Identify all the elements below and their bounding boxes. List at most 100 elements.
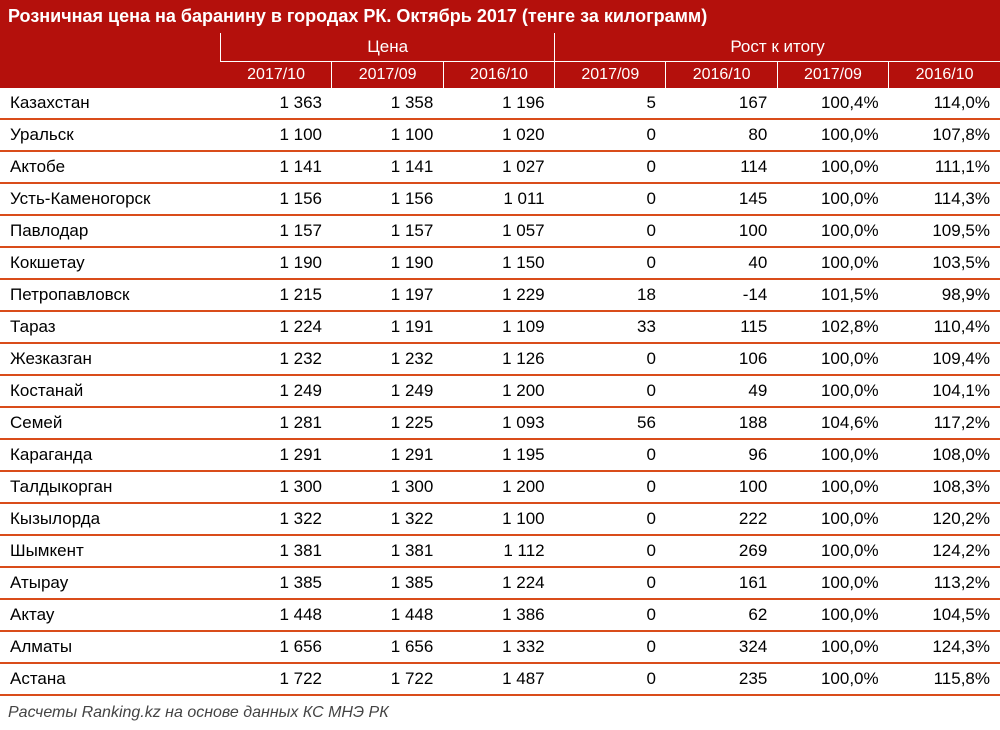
city-cell: Астана (0, 663, 221, 695)
price-2016-10-cell: 1 195 (443, 439, 554, 471)
pct-2016-10-cell: 109,5% (889, 215, 1000, 247)
pct-2017-09-cell: 100,0% (777, 247, 888, 279)
pct-2016-10-cell: 114,3% (889, 183, 1000, 215)
pct-2017-09-cell: 100,0% (777, 567, 888, 599)
price-2017-10-cell: 1 190 (221, 247, 332, 279)
price-2017-09-cell: 1 156 (332, 183, 443, 215)
diff-2016-10-cell: 106 (666, 343, 777, 375)
price-2017-10-cell: 1 300 (221, 471, 332, 503)
price-2016-10-cell: 1 200 (443, 375, 554, 407)
diff-2016-10-cell: 80 (666, 119, 777, 151)
city-cell: Кокшетау (0, 247, 221, 279)
price-2016-10-cell: 1 229 (443, 279, 554, 311)
table-row: Семей1 2811 2251 09356188104,6%117,2% (0, 407, 1000, 439)
diff-2016-10-cell: 96 (666, 439, 777, 471)
pct-2016-10-cell: 117,2% (889, 407, 1000, 439)
table-row: Петропавловск1 2151 1971 22918-14101,5%9… (0, 279, 1000, 311)
table-title: Розничная цена на баранину в городах РК.… (0, 0, 1000, 33)
pct-2017-09-cell: 101,5% (777, 279, 888, 311)
table-row: Караганда1 2911 2911 195096100,0%108,0% (0, 439, 1000, 471)
table-row: Актобе1 1411 1411 0270114100,0%111,1% (0, 151, 1000, 183)
price-2017-09-cell: 1 722 (332, 663, 443, 695)
price-2017-09-cell: 1 249 (332, 375, 443, 407)
price-2017-09-cell: 1 100 (332, 119, 443, 151)
price-2017-10-cell: 1 281 (221, 407, 332, 439)
price-2016-10-cell: 1 100 (443, 503, 554, 535)
price-2017-09-cell: 1 232 (332, 343, 443, 375)
pct-2016-10-cell: 108,0% (889, 439, 1000, 471)
diff-2016-10-cell: 114 (666, 151, 777, 183)
price-table-container: Розничная цена на баранину в городах РК.… (0, 0, 1000, 726)
price-2017-09-cell: 1 225 (332, 407, 443, 439)
pct-2017-09-cell: 100,4% (777, 88, 888, 119)
diff-2016-10-cell: 167 (666, 88, 777, 119)
price-2016-10-cell: 1 093 (443, 407, 554, 439)
table-row: Кызылорда1 3221 3221 1000222100,0%120,2% (0, 503, 1000, 535)
col-pct-2017-09: 2017/09 (777, 62, 888, 89)
diff-2016-10-cell: 235 (666, 663, 777, 695)
diff-2016-10-cell: 62 (666, 599, 777, 631)
table-row: Талдыкорган1 3001 3001 2000100100,0%108,… (0, 471, 1000, 503)
price-2017-09-cell: 1 191 (332, 311, 443, 343)
price-2017-09-cell: 1 322 (332, 503, 443, 535)
price-2017-09-cell: 1 157 (332, 215, 443, 247)
price-2016-10-cell: 1 196 (443, 88, 554, 119)
pct-2016-10-cell: 120,2% (889, 503, 1000, 535)
table-row: Алматы1 6561 6561 3320324100,0%124,3% (0, 631, 1000, 663)
pct-2017-09-cell: 100,0% (777, 215, 888, 247)
diff-2017-09-cell: 0 (555, 567, 666, 599)
price-2016-10-cell: 1 150 (443, 247, 554, 279)
diff-2016-10-cell: 269 (666, 535, 777, 567)
table-row: Казахстан1 3631 3581 1965167100,4%114,0% (0, 88, 1000, 119)
city-cell: Талдыкорган (0, 471, 221, 503)
col-2017-09: 2017/09 (332, 62, 443, 89)
city-cell: Караганда (0, 439, 221, 471)
price-2017-09-cell: 1 381 (332, 535, 443, 567)
diff-2017-09-cell: 0 (555, 183, 666, 215)
pct-2016-10-cell: 107,8% (889, 119, 1000, 151)
price-2017-10-cell: 1 322 (221, 503, 332, 535)
diff-2016-10-cell: -14 (666, 279, 777, 311)
price-2017-09-cell: 1 300 (332, 471, 443, 503)
col-diff-2016-10: 2016/10 (666, 62, 777, 89)
price-2017-09-cell: 1 291 (332, 439, 443, 471)
city-cell: Казахстан (0, 88, 221, 119)
pct-2017-09-cell: 104,6% (777, 407, 888, 439)
diff-2017-09-cell: 0 (555, 471, 666, 503)
pct-2016-10-cell: 124,3% (889, 631, 1000, 663)
diff-2017-09-cell: 0 (555, 119, 666, 151)
diff-2016-10-cell: 40 (666, 247, 777, 279)
diff-2017-09-cell: 0 (555, 215, 666, 247)
city-cell: Шымкент (0, 535, 221, 567)
price-2017-09-cell: 1 190 (332, 247, 443, 279)
diff-2016-10-cell: 115 (666, 311, 777, 343)
pct-2016-10-cell: 109,4% (889, 343, 1000, 375)
title-row: Розничная цена на баранину в городах РК.… (0, 0, 1000, 33)
table-body: Казахстан1 3631 3581 1965167100,4%114,0%… (0, 88, 1000, 695)
city-cell: Петропавловск (0, 279, 221, 311)
price-2016-10-cell: 1 487 (443, 663, 554, 695)
footer-note: Расчеты Ranking.kz на основе данных КС М… (0, 696, 1000, 726)
price-table: Розничная цена на баранину в городах РК.… (0, 0, 1000, 696)
price-2016-10-cell: 1 126 (443, 343, 554, 375)
diff-2017-09-cell: 0 (555, 599, 666, 631)
table-row: Кокшетау1 1901 1901 150040100,0%103,5% (0, 247, 1000, 279)
pct-2016-10-cell: 103,5% (889, 247, 1000, 279)
pct-2017-09-cell: 100,0% (777, 375, 888, 407)
price-2017-10-cell: 1 215 (221, 279, 332, 311)
diff-2017-09-cell: 0 (555, 151, 666, 183)
price-2017-10-cell: 1 232 (221, 343, 332, 375)
growth-group-header: Рост к итогу (555, 33, 1000, 62)
price-2017-09-cell: 1 656 (332, 631, 443, 663)
diff-2017-09-cell: 0 (555, 343, 666, 375)
price-2016-10-cell: 1 200 (443, 471, 554, 503)
col-pct-2016-10: 2016/10 (889, 62, 1000, 89)
pct-2017-09-cell: 100,0% (777, 535, 888, 567)
price-2017-09-cell: 1 141 (332, 151, 443, 183)
diff-2016-10-cell: 100 (666, 215, 777, 247)
price-2016-10-cell: 1 011 (443, 183, 554, 215)
price-2017-10-cell: 1 224 (221, 311, 332, 343)
price-2017-09-cell: 1 197 (332, 279, 443, 311)
price-2017-10-cell: 1 385 (221, 567, 332, 599)
table-row: Павлодар1 1571 1571 0570100100,0%109,5% (0, 215, 1000, 247)
